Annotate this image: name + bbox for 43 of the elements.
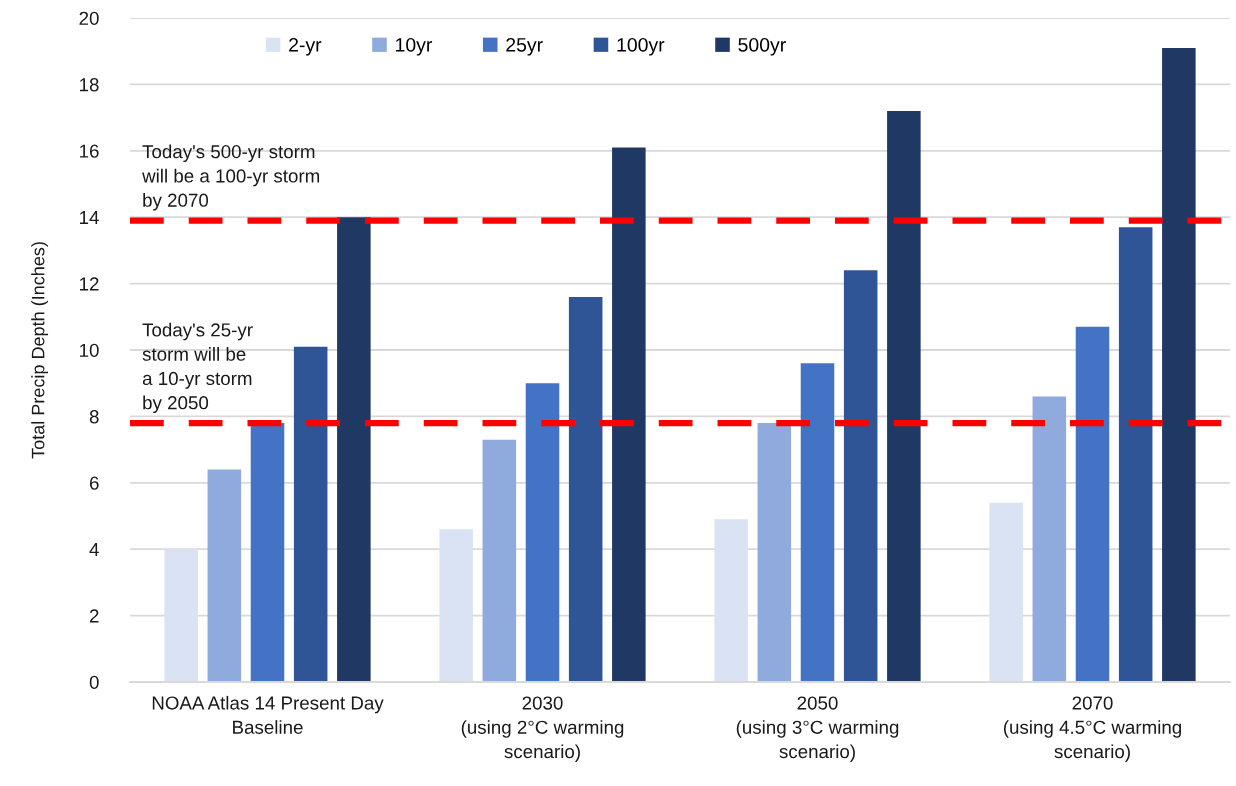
y-tick-label: 2 [89, 609, 99, 623]
ref-line-label: Today's 500-yr storm will be a 100-yr storm by 2070 [142, 144, 320, 211]
y-tick-label: 14 [80, 211, 99, 224]
bar [337, 217, 371, 682]
x-tick-label: NOAA Atlas 14 Present Day Baseline [152, 695, 384, 734]
bar [757, 423, 792, 682]
bar [887, 110, 921, 682]
bar [482, 439, 517, 682]
y-tick-label: 20 [79, 11, 99, 25]
ref-line-label: Today's 25-yr storm will be a 10-yr storm by 2050 [142, 322, 253, 414]
y-tick-label: 10 [80, 343, 99, 357]
legend-label: 100yr [617, 37, 665, 56]
bar [250, 423, 285, 682]
bar [1162, 47, 1196, 682]
legend-label: 10yr [396, 37, 433, 56]
x-tick-label: 2030 (using 2°C warming scenario) [461, 696, 624, 762]
y-tick-label: 8 [89, 410, 99, 424]
bar [1118, 227, 1153, 682]
bar [164, 549, 198, 682]
bar [989, 502, 1023, 682]
legend-label: 500yr [738, 37, 786, 56]
bar [612, 147, 646, 682]
bar [207, 469, 242, 682]
y-tick-label: 6 [89, 476, 99, 490]
bar [293, 346, 328, 682]
y-axis-title: Total Precip Depth (Inches) [31, 242, 49, 459]
x-tick-label: 2050 (using 3°C warming scenario) [736, 696, 899, 762]
y-tick-label: 16 [80, 144, 99, 158]
legend-label: 25yr [506, 37, 543, 56]
bar [1075, 326, 1110, 682]
bar [714, 519, 748, 682]
bar [525, 383, 560, 682]
y-tick-label: 4 [89, 543, 99, 556]
bar [439, 529, 473, 682]
y-tick-label: 18 [80, 78, 99, 92]
x-tick-label: 2070 (using 4.5°C warming scenario) [1003, 696, 1182, 762]
bar [843, 270, 878, 682]
bar [1032, 396, 1067, 682]
bar [568, 296, 603, 682]
y-tick-label: 12 [80, 277, 99, 291]
legend-label: 2-yr [289, 37, 322, 56]
y-tick-label: 0 [89, 675, 99, 689]
bar [800, 363, 835, 682]
